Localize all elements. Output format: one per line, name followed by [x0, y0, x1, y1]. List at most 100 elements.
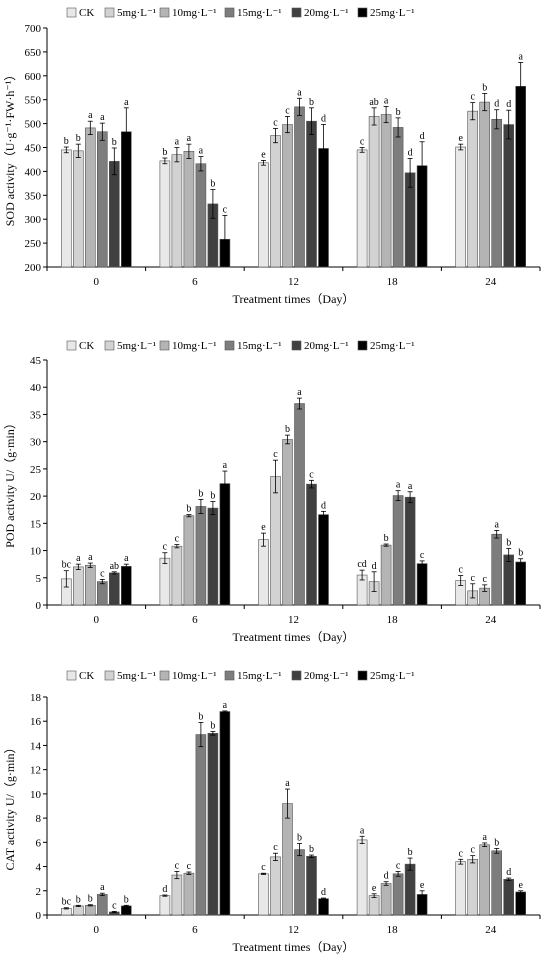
bar [60, 149, 72, 268]
data-label: e [261, 522, 266, 533]
data-label: b [162, 147, 167, 158]
data-label: c [482, 574, 487, 585]
data-label: b [64, 136, 69, 147]
bar [282, 124, 293, 268]
data-label: b [408, 847, 413, 858]
y-axis-title: SOD activity（U·g⁻¹·FW·h⁻¹） [3, 69, 17, 227]
data-label: bc [62, 897, 72, 908]
data-label: a [482, 832, 487, 843]
data-label: c [261, 862, 266, 873]
data-label: e [420, 880, 425, 891]
data-label: b [210, 179, 215, 190]
legend-label: 20mg·L⁻¹ [304, 670, 349, 682]
bar [368, 116, 380, 268]
data-label: a [408, 481, 413, 492]
data-label: d [384, 871, 389, 882]
legend-swatch [357, 340, 368, 351]
bar [515, 891, 527, 916]
bar [306, 855, 317, 916]
bar [171, 545, 183, 606]
data-label: b [210, 491, 215, 502]
data-label: a [396, 480, 401, 491]
bar [171, 154, 183, 268]
x-tick-label: 24 [485, 276, 497, 288]
data-label: a [124, 97, 129, 108]
data-label: a [124, 553, 129, 564]
bar [159, 160, 171, 268]
legend-swatch [66, 7, 77, 18]
data-label: c [458, 565, 463, 576]
bar [195, 506, 207, 606]
data-label: b [297, 833, 302, 844]
data-label: e [458, 133, 463, 144]
legend-label: 15mg·L⁻¹ [237, 340, 282, 352]
x-tick-label: 6 [192, 276, 198, 288]
data-label: a [494, 519, 499, 530]
bar [380, 544, 392, 606]
legend-swatch [104, 670, 115, 681]
y-axis-title: POD activity U/（g·min） [3, 417, 17, 548]
data-label: c [100, 568, 105, 579]
data-label: a [88, 110, 93, 121]
x-tick-label: 0 [94, 614, 100, 626]
data-label: b [518, 548, 523, 559]
legend-label: 5mg·L⁻¹ [117, 7, 156, 19]
chart-panel-1: 200 250 300 350 400 450 500 550 600 650 700 0 6 12 18 2… [3, 7, 541, 306]
data-label: b [285, 424, 290, 435]
bar [392, 127, 404, 268]
bar [318, 514, 329, 606]
bar [207, 733, 219, 916]
bar [306, 483, 317, 606]
bar [121, 566, 132, 606]
legend-label: 20mg·L⁻¹ [304, 340, 349, 352]
x-tick-label: 12 [288, 924, 299, 936]
data-label: e [372, 883, 377, 894]
bar [306, 120, 317, 268]
bar [380, 114, 392, 268]
y-tick-label: 45 [30, 355, 42, 367]
bar [121, 905, 132, 916]
data-label: c [273, 842, 278, 853]
data-label: a [297, 387, 302, 398]
y-tick-label: 650 [25, 47, 42, 59]
y-tick-label: 400 [25, 166, 42, 178]
x-tick-label: 6 [192, 614, 198, 626]
data-label: c [175, 860, 180, 871]
data-label: bc [62, 560, 72, 571]
bar [282, 439, 293, 606]
y-tick-label: 40 [30, 382, 42, 394]
legend-swatch [159, 340, 170, 351]
bar [195, 163, 207, 268]
y-tick-label: 8 [36, 813, 42, 825]
bar [491, 850, 503, 916]
bar [368, 895, 380, 916]
bar [195, 734, 207, 916]
bar [258, 539, 269, 606]
bar [416, 563, 428, 606]
legend-label: 20mg·L⁻¹ [304, 7, 349, 19]
x-tick-label: 18 [387, 614, 399, 626]
x-tick-label: 24 [485, 924, 497, 936]
data-label: a [199, 146, 204, 157]
data-label: c [470, 92, 475, 103]
data-label: a [100, 882, 105, 893]
x-tick-label: 12 [288, 614, 299, 626]
y-tick-label: 300 [25, 214, 42, 226]
data-label: c [360, 137, 365, 148]
bar [258, 873, 269, 916]
data-label: d [494, 99, 499, 110]
bar [97, 894, 108, 916]
bar [85, 905, 96, 916]
y-axis-title: CAT activity U/（g·min） [3, 741, 17, 870]
data-label: a [360, 825, 365, 836]
data-label: a [223, 460, 228, 471]
legend-label: 25mg·L⁻¹ [370, 340, 415, 352]
data-label: d [506, 867, 511, 878]
bar [183, 872, 195, 916]
legend-swatch [159, 670, 170, 681]
bar [356, 839, 368, 916]
bar [455, 861, 467, 916]
data-label: d [162, 884, 167, 895]
